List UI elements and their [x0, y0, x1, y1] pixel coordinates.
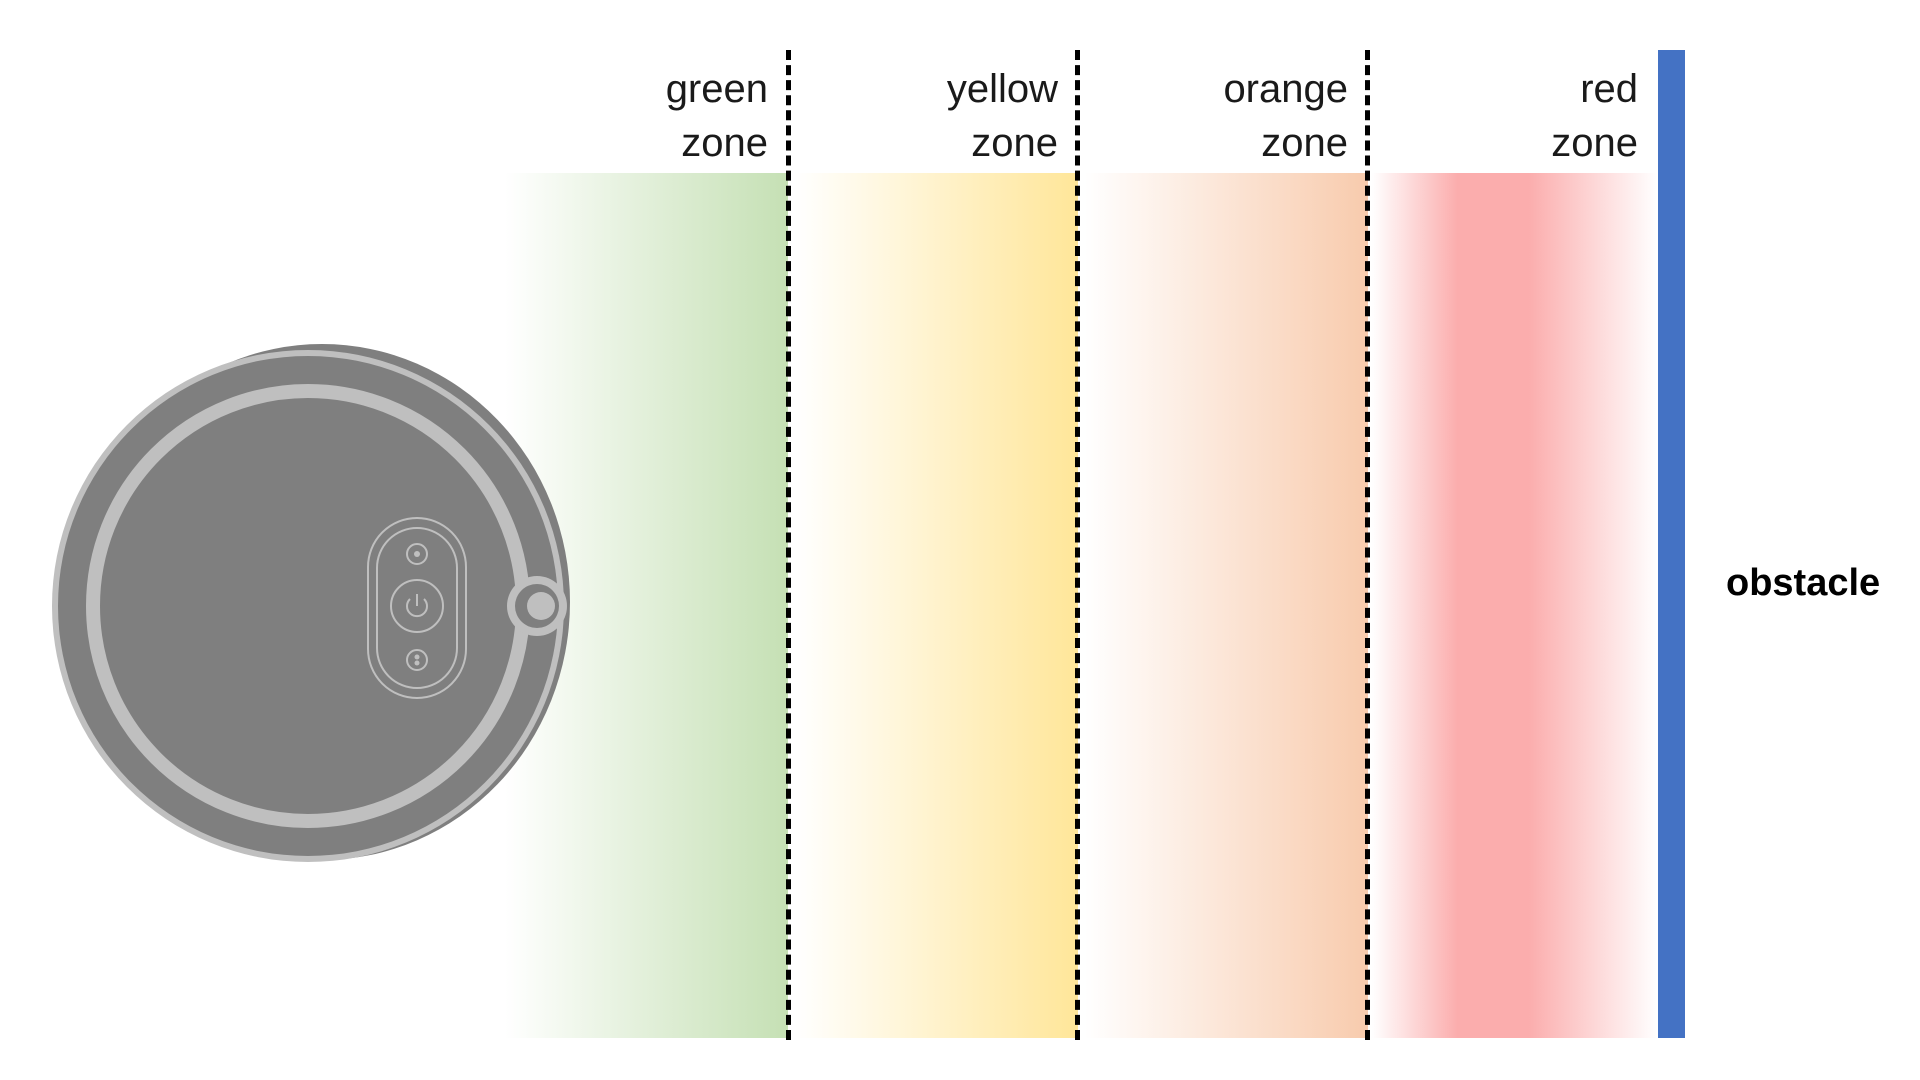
zone-divider-yellow-orange [1075, 50, 1080, 1040]
red-zone-label: red zone [1438, 62, 1638, 170]
robot-bottom-button-dot-2 [414, 660, 420, 666]
obstacle-label: obstacle [1726, 562, 1881, 604]
yellow-zone-label-line2: zone [971, 121, 1058, 165]
robot-control-panel-inner [376, 527, 458, 689]
power-icon [406, 598, 428, 618]
robot-sensor-dot [527, 592, 555, 620]
yellow-zone-band [795, 173, 1078, 1038]
robot-power-button [390, 579, 444, 633]
orange-zone-label: orange zone [1148, 62, 1348, 170]
robot-top-button-dot [414, 551, 420, 557]
orange-zone-label-line2: zone [1261, 121, 1348, 165]
yellow-zone-label-line1: yellow [946, 67, 1058, 111]
obstacle-wall [1658, 50, 1685, 1038]
robot-bottom-button-dot-1 [414, 654, 420, 660]
red-zone-label-line1: red [1580, 67, 1638, 111]
robot-body [58, 356, 558, 856]
robot-top-button [406, 543, 428, 565]
red-zone-band [1372, 173, 1657, 1038]
robot-control-panel-outer [367, 517, 467, 699]
green-zone-label: green zone [568, 62, 768, 170]
robot-vacuum-icon [52, 344, 570, 862]
zone-divider-green-yellow [786, 50, 791, 1040]
red-zone-label-line2: zone [1551, 121, 1638, 165]
robot-bottom-button [406, 649, 428, 671]
zone-divider-orange-red [1365, 50, 1370, 1040]
yellow-zone-label: yellow zone [858, 62, 1058, 170]
orange-zone-label-line1: orange [1223, 67, 1348, 111]
orange-zone-band [1085, 173, 1368, 1038]
green-zone-label-line2: zone [681, 121, 768, 165]
green-zone-label-line1: green [665, 67, 768, 111]
